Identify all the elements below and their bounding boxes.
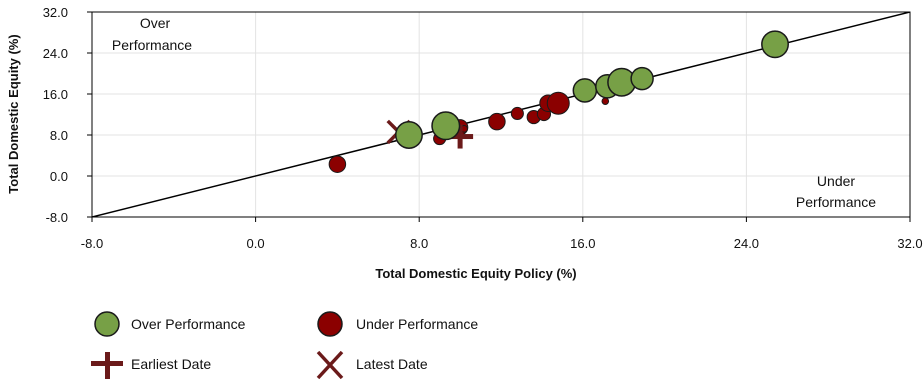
under-performance-point <box>601 97 610 105</box>
legend-under-performance-label: Under Performance <box>356 316 478 332</box>
data-points-layer <box>328 30 789 173</box>
x-tick-label: -8.0 <box>81 236 103 251</box>
x-tick-label: 32.0 <box>897 236 922 251</box>
legend-item-earliest-date: Earliest Date <box>91 352 211 379</box>
legend-item-over-performance: Over Performance <box>94 311 246 337</box>
legend-earliest-date-marker <box>91 352 123 379</box>
over-performance-point <box>761 30 789 59</box>
legend-latest-date-label: Latest Date <box>356 356 428 372</box>
legend-earliest-date-label: Earliest Date <box>131 356 211 372</box>
over-performance-point <box>572 78 598 103</box>
over-performance-point <box>431 111 461 141</box>
under-performance-note-line2: Performance <box>796 194 876 210</box>
y-tick-label: 32.0 <box>43 5 68 20</box>
plot-frame <box>91 11 911 218</box>
under-performance-point <box>328 155 347 173</box>
y-tick-label: 16.0 <box>43 87 68 102</box>
over-performance-point <box>630 66 654 91</box>
under-performance-point <box>546 91 570 115</box>
legend-item-latest-date: Latest Date <box>316 350 428 380</box>
y-tick-label: 24.0 <box>43 46 68 61</box>
earliest-date-marker <box>447 124 474 149</box>
legend: Over Performance Under Performance Earli… <box>91 311 478 380</box>
plot-border <box>91 11 911 218</box>
x-tick-label: 24.0 <box>734 236 759 251</box>
legend-item-under-performance: Under Performance <box>317 311 478 337</box>
legend-over-performance-marker <box>94 311 120 337</box>
y-tick-label: 8.0 <box>50 128 68 143</box>
y-tick-label: -8.0 <box>46 210 68 225</box>
over-performance-point <box>395 121 423 149</box>
x-tick-label: 8.0 <box>410 236 428 251</box>
under-performance-point <box>488 112 506 131</box>
y-tick-label: 0.0 <box>50 169 68 184</box>
under-performance-note-line1: Under <box>817 173 855 189</box>
axis-ticks-layer: -8.0 0.0 8.0 16.0 24.0 32.0 -8.0 0.0 8.0 16.0 24.0… <box>43 5 923 251</box>
over-performance-note-line1: Over <box>140 15 171 31</box>
under-performance-point <box>510 106 524 121</box>
x-tick-label: 0.0 <box>247 236 265 251</box>
legend-latest-date-marker <box>316 350 344 380</box>
over-performance-note-line2: Performance <box>112 37 192 53</box>
legend-under-performance-marker <box>317 311 343 337</box>
x-axis-title: Total Domestic Equity Policy (%) <box>375 266 576 281</box>
y-axis-title: Total Domestic Equity (%) <box>6 34 21 193</box>
legend-over-performance-label: Over Performance <box>131 316 246 332</box>
x-tick-label: 16.0 <box>570 236 595 251</box>
